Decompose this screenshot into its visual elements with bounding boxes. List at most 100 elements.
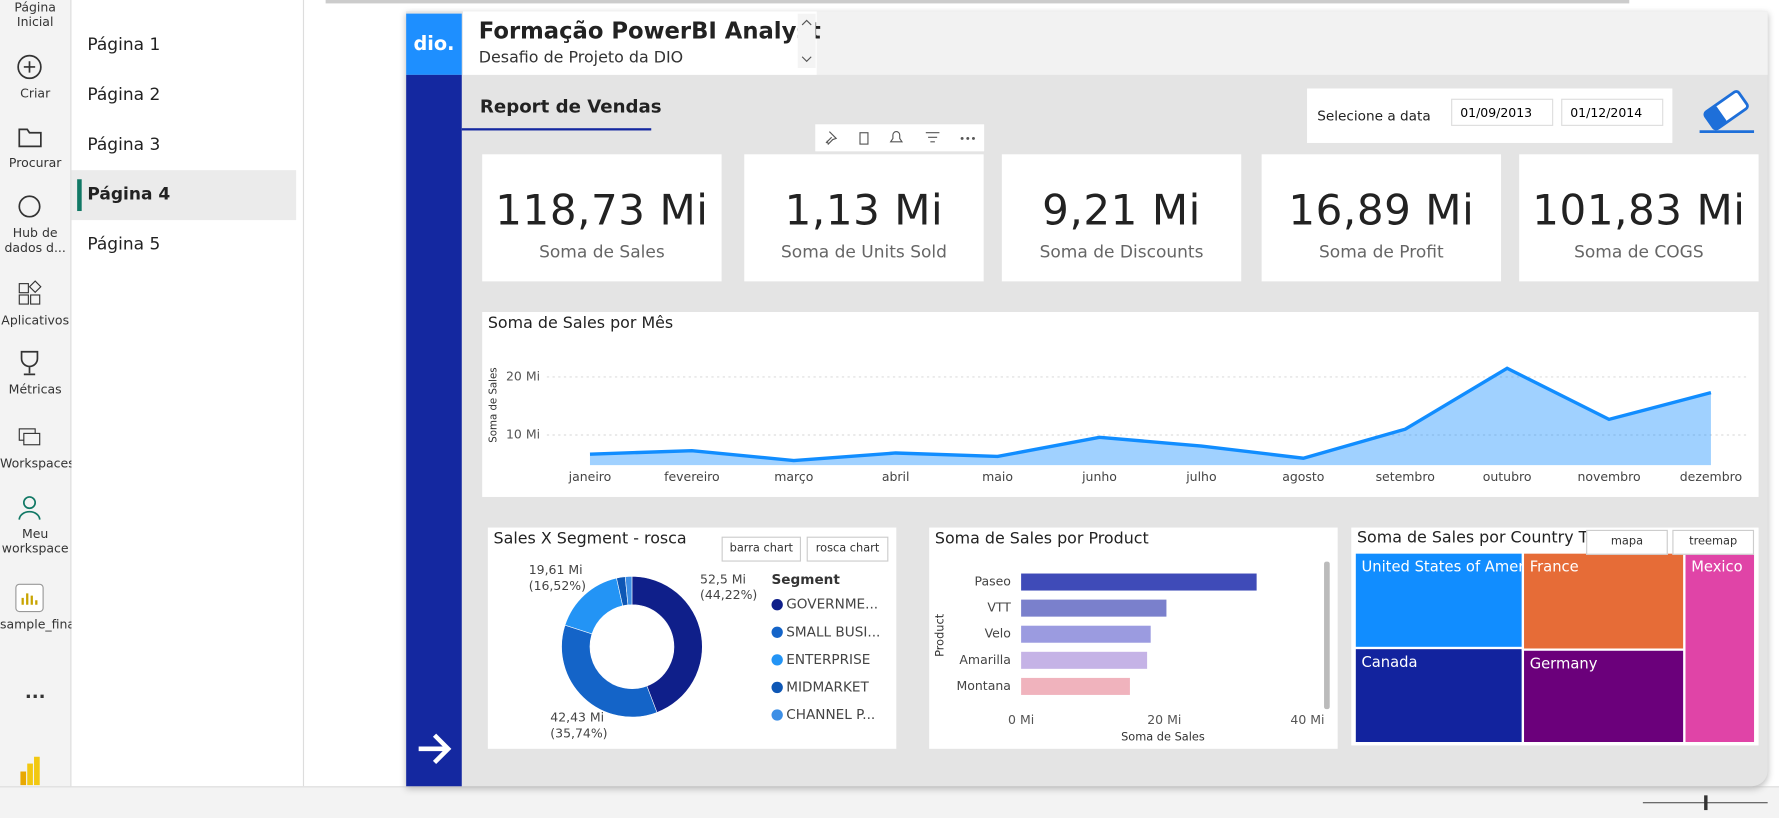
- bar: [1021, 599, 1167, 617]
- chart-title: Soma de Sales por Product: [935, 528, 1149, 547]
- nav-my-workspace[interactable]: Meu workspace: [1, 526, 69, 556]
- active-page-marker: [77, 179, 82, 212]
- bar: [1021, 625, 1151, 643]
- x-tick-label: 0 Mi: [1008, 712, 1034, 727]
- kpi-label: Soma de Sales: [539, 241, 665, 263]
- y-axis-title: Product: [933, 613, 947, 657]
- y-tick-label: Amarilla: [959, 652, 1010, 667]
- x-tick-label: dezembro: [1680, 469, 1742, 484]
- x-tick-label: 20 Mi: [1147, 712, 1181, 727]
- nav-browse[interactable]: Procurar: [8, 155, 62, 171]
- tab-underline: [461, 128, 652, 131]
- y-tick-label: 20 Mi: [506, 368, 540, 383]
- x-tick-label: abril: [882, 469, 910, 484]
- nav-create[interactable]: Criar: [20, 86, 51, 101]
- nav-apps[interactable]: Aplicativos: [1, 313, 70, 328]
- legend-label: ENTERPRISE: [786, 652, 870, 668]
- kpi-value: 16,89 Mi: [1288, 186, 1475, 235]
- x-tick-label: 40 Mi: [1290, 712, 1324, 727]
- left-nav: Página Inicial Criar Procurar Hub de dad…: [0, 0, 144, 817]
- tab-label[interactable]: Report de Vendas: [479, 95, 662, 117]
- next-arrow[interactable]: [412, 728, 457, 769]
- date-from[interactable]: 01/09/2013: [1451, 98, 1554, 126]
- nav-more[interactable]: ...: [24, 680, 46, 703]
- data-label-percent: (44,22%): [700, 587, 757, 602]
- treemap-tile: [1683, 551, 1757, 745]
- treemap-tile: [1353, 646, 1525, 745]
- nav-icons: [15, 54, 44, 786]
- y-tick-label: Montana: [957, 678, 1011, 693]
- legend-marker: [771, 654, 783, 666]
- kpi-card: 16,89 Mi Soma de Profit: [1261, 154, 1502, 282]
- nav-hub[interactable]: Hub de dados d...: [4, 225, 66, 256]
- x-tick-label: maio: [982, 469, 1013, 484]
- x-axis-title: Soma de Sales: [1121, 729, 1205, 743]
- data-label: 42,43 Mi: [550, 710, 604, 725]
- bar: [1021, 573, 1257, 591]
- x-tick-label: outubro: [1483, 469, 1532, 484]
- treemap-tile: [1521, 648, 1686, 745]
- kpi-label: Soma de Profit: [1318, 241, 1444, 263]
- data-label-percent: (35,74%): [550, 726, 607, 741]
- pages-pane: Página 1 Página 2 Página 3 Página 4 Página 5: [71, 0, 305, 787]
- visual-toolbar: [814, 123, 985, 153]
- page-tab[interactable]: Página 2: [87, 83, 161, 105]
- legend-marker: [771, 599, 783, 611]
- chart-title: Sales X Segment - rosca: [494, 528, 687, 547]
- y-tick-label: Paseo: [974, 574, 1010, 589]
- legend-marker: [771, 626, 783, 638]
- page-tab[interactable]: Página 5: [87, 233, 161, 255]
- legend-marker: [771, 709, 783, 721]
- donut-slice: [624, 576, 633, 606]
- scrollbar: [1324, 561, 1330, 710]
- eraser-icon[interactable]: [1697, 86, 1756, 136]
- report-subtitle: Desafio de Projeto da DIO: [478, 48, 684, 67]
- chart-button[interactable]: treemap: [1672, 529, 1755, 555]
- zoom-thumb[interactable]: [1704, 795, 1708, 811]
- kpi-value: 101,83 Mi: [1532, 186, 1746, 235]
- y-tick-label: Velo: [985, 626, 1011, 641]
- kpi-label: Soma de Discounts: [1039, 241, 1204, 263]
- kpi-label: Soma de Units Sold: [780, 241, 947, 263]
- area: [589, 368, 1711, 466]
- date-label: Selecione a data: [1317, 107, 1431, 124]
- nav-workspaces[interactable]: Workspaces: [0, 456, 75, 471]
- header-fill: [816, 11, 1768, 75]
- legend-label: GOVERNME...: [786, 597, 878, 613]
- side-band: [406, 74, 462, 787]
- scroll-arrows[interactable]: [797, 13, 816, 69]
- tile-label: United States of Ameri...: [1361, 558, 1542, 575]
- page-tab[interactable]: Página 1: [87, 34, 161, 55]
- line: [589, 366, 1712, 463]
- donut-slice: [631, 576, 703, 713]
- date-to[interactable]: 01/12/2014: [1561, 98, 1664, 126]
- legend-label: SMALL BUSI...: [786, 624, 880, 640]
- x-tick-label: julho: [1185, 469, 1216, 484]
- y-tick-label: VTT: [987, 600, 1011, 615]
- nav-home[interactable]: Página Inicial: [14, 0, 56, 30]
- x-tick-label: setembro: [1376, 469, 1435, 484]
- page-tab[interactable]: Página 4: [87, 183, 171, 205]
- scrollbar: [325, 0, 1630, 4]
- donut-slice: [561, 624, 658, 718]
- legend-marker: [771, 681, 783, 694]
- chart-button[interactable]: rosca chart: [806, 536, 889, 562]
- tile-label: Mexico: [1691, 558, 1742, 575]
- legend-label: MIDMARKET: [786, 679, 869, 695]
- legend-title: Segment: [772, 572, 841, 588]
- y-axis-title: Soma de Sales: [489, 367, 500, 442]
- x-tick-label: agosto: [1282, 469, 1324, 484]
- page-tab[interactable]: Página 3: [87, 133, 161, 155]
- y-tick-label: 10 Mi: [506, 427, 540, 442]
- bar: [1021, 651, 1148, 669]
- status-bar: [0, 786, 1779, 818]
- chart-button[interactable]: barra chart: [721, 536, 802, 562]
- line-panel: [482, 312, 1759, 497]
- chart-button[interactable]: mapa: [1586, 529, 1668, 555]
- kpi-value: 118,73 Mi: [495, 186, 709, 235]
- chart-title: Soma de Sales por Country T: [1357, 527, 1589, 546]
- x-tick-label: junho: [1081, 469, 1117, 484]
- nav-metrics[interactable]: Métricas: [8, 382, 62, 398]
